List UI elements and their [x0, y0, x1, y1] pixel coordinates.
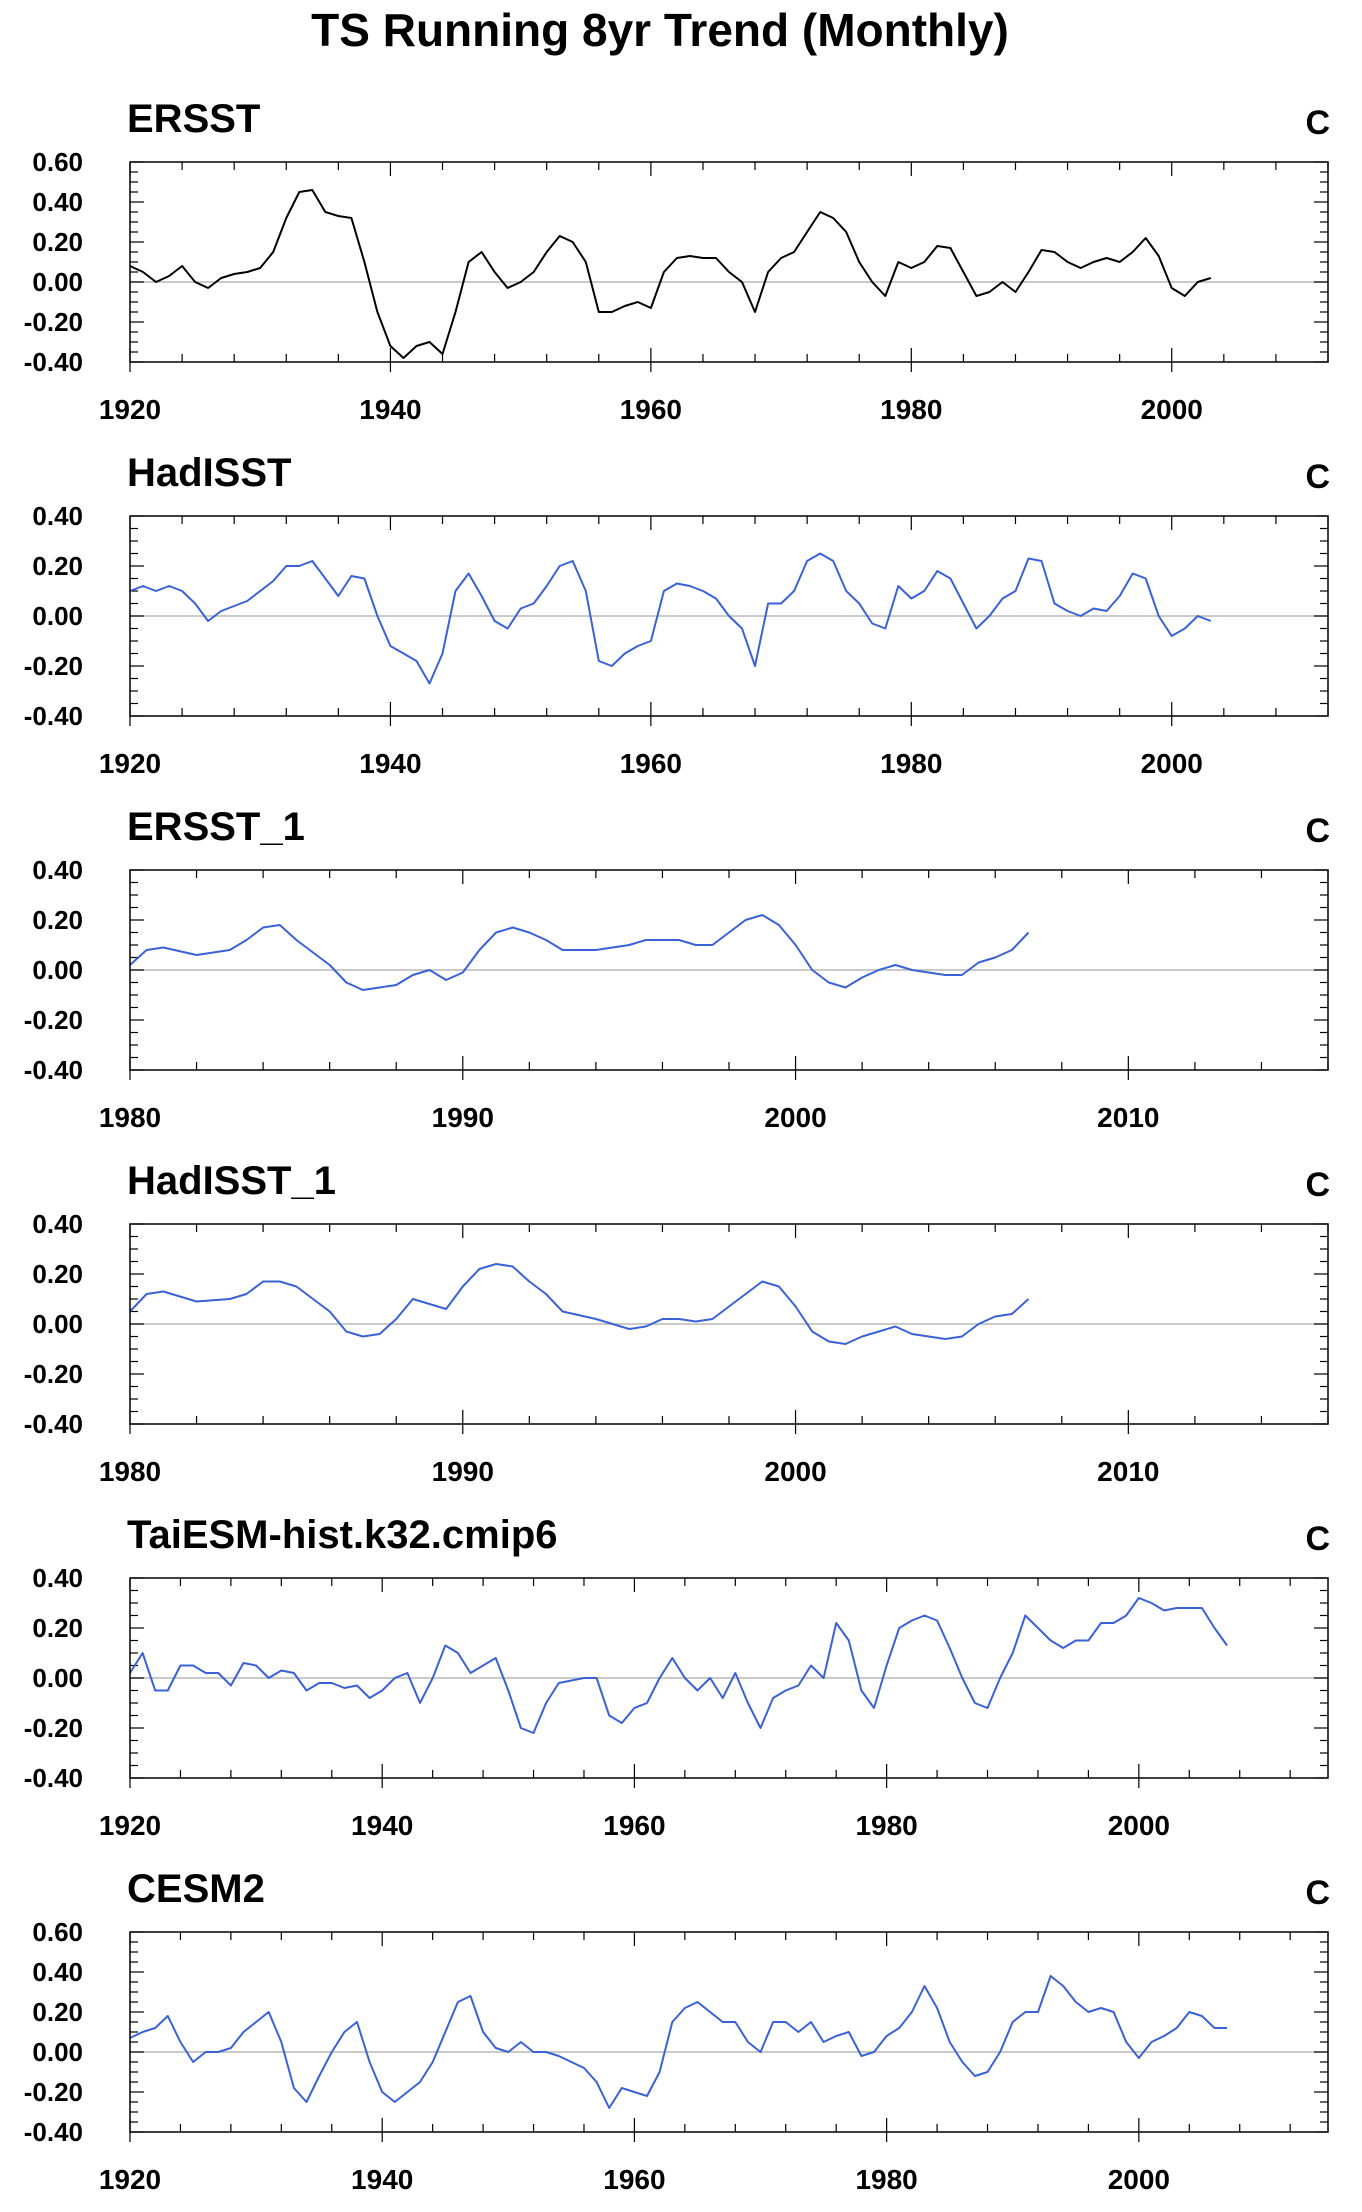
series-line: [129, 552, 1212, 685]
y-tick-label: 0.00: [32, 1663, 83, 1693]
y-tick-label: 0.20: [32, 1259, 83, 1289]
panel-5: CESM2 C -0.40 -0.20 0.00 0.20 0.40 0.60 1920 1940…: [24, 1867, 1330, 2195]
y-tick-label: -0.20: [24, 2077, 83, 2107]
unit-label: C: [1305, 1166, 1330, 1204]
series-line: [129, 1263, 1030, 1345]
y-tick-label: -0.20: [24, 651, 83, 681]
x-tick-label: 2000: [1141, 394, 1203, 425]
series-line: [129, 1597, 1228, 1734]
y-tick-label: 0.60: [32, 1917, 83, 1947]
y-tick-label: 0.20: [32, 1613, 83, 1643]
x-tick-label: 1920: [99, 1810, 161, 1841]
y-tick-label: 0.40: [32, 187, 83, 217]
x-tick-label: 2010: [1097, 1102, 1159, 1133]
panel-2: ERSST_1 C -0.40 -0.20 0.00 0.20 0.40 1980 1990 20…: [24, 805, 1330, 1133]
y-tick-label: -0.40: [24, 347, 83, 377]
plot-frame: [129, 1931, 1329, 2133]
x-tick-label: 1980: [855, 2164, 917, 2195]
panel-0: ERSST C -0.40 -0.20 0.00 0.20 0.40 0.60 1920 1940…: [24, 97, 1330, 425]
y-tick-label: 0.20: [32, 227, 83, 257]
y-tick-label: 0.40: [32, 1563, 83, 1593]
plot-frame: [129, 869, 1329, 1071]
x-tick-label: 2000: [1108, 2164, 1170, 2195]
x-tick-label: 1920: [99, 394, 161, 425]
panel-4: TaiESM-hist.k32.cmip6 C -0.40 -0.20 0.00 0.20…: [24, 1513, 1330, 1841]
y-tick-label: 0.00: [32, 955, 83, 985]
x-tick-label: 1940: [359, 748, 421, 779]
x-tick-label: 1940: [351, 2164, 413, 2195]
panel-title: ERSST: [127, 97, 260, 141]
y-tick-label: -0.20: [24, 1005, 83, 1035]
y-tick-label: 0.20: [32, 905, 83, 935]
panel-title: CESM2: [127, 1867, 265, 1911]
y-tick-label: 0.00: [32, 267, 83, 297]
plot-frame: [129, 1577, 1329, 1779]
x-tick-label: 1960: [620, 748, 682, 779]
x-tick-label: 1920: [99, 748, 161, 779]
y-tick-label: 0.40: [32, 501, 83, 531]
figure-title: TS Running 8yr Trend (Monthly): [311, 4, 1009, 56]
y-tick-label: 0.60: [32, 147, 83, 177]
y-tick-label: 0.20: [32, 551, 83, 581]
plot-frame: [129, 1223, 1329, 1425]
unit-label: C: [1305, 458, 1330, 496]
x-tick-label: 1980: [880, 394, 942, 425]
y-tick-label: -0.20: [24, 1359, 83, 1389]
unit-label: C: [1305, 104, 1330, 142]
y-tick-label: -0.40: [24, 1763, 83, 1793]
x-tick-label: 2000: [1141, 748, 1203, 779]
plot-frame: [129, 161, 1329, 363]
x-tick-label: 1980: [880, 748, 942, 779]
y-tick-label: -0.40: [24, 2117, 83, 2147]
x-tick-label: 1960: [603, 2164, 665, 2195]
y-tick-label: 0.40: [32, 855, 83, 885]
x-tick-label: 1990: [432, 1456, 494, 1487]
x-tick-label: 1960: [603, 1810, 665, 1841]
panel-title: TaiESM-hist.k32.cmip6: [127, 1513, 558, 1557]
y-tick-label: 0.00: [32, 601, 83, 631]
x-tick-label: 2000: [1108, 1810, 1170, 1841]
unit-label: C: [1305, 1520, 1330, 1558]
x-tick-label: 2000: [764, 1102, 826, 1133]
x-tick-label: 1980: [99, 1456, 161, 1487]
x-tick-label: 1920: [99, 2164, 161, 2195]
x-tick-label: 2010: [1097, 1456, 1159, 1487]
x-tick-label: 1960: [620, 394, 682, 425]
y-tick-label: 0.20: [32, 1997, 83, 2027]
x-tick-label: 1980: [855, 1810, 917, 1841]
series-line: [129, 189, 1212, 359]
y-tick-label: -0.20: [24, 1713, 83, 1743]
plot-frame: [129, 515, 1329, 717]
y-tick-label: 0.00: [32, 1309, 83, 1339]
panel-3: HadISST_1 C -0.40 -0.20 0.00 0.20 0.40 1980 1990…: [24, 1159, 1330, 1487]
unit-label: C: [1305, 812, 1330, 850]
panel-title: HadISST: [127, 451, 291, 495]
y-tick-label: 0.00: [32, 2037, 83, 2067]
series-line: [129, 1975, 1228, 2109]
x-tick-label: 1940: [359, 394, 421, 425]
y-tick-label: -0.20: [24, 307, 83, 337]
y-tick-label: 0.40: [32, 1957, 83, 1987]
x-tick-label: 2000: [764, 1456, 826, 1487]
panel-title: HadISST_1: [127, 1159, 336, 1203]
y-tick-label: -0.40: [24, 1409, 83, 1439]
series-line: [129, 914, 1030, 991]
y-tick-label: 0.40: [32, 1209, 83, 1239]
y-tick-label: -0.40: [24, 701, 83, 731]
x-tick-label: 1980: [99, 1102, 161, 1133]
panel-1: HadISST C -0.40 -0.20 0.00 0.20 0.40 1920 1940 19…: [24, 451, 1330, 779]
x-tick-label: 1940: [351, 1810, 413, 1841]
panel-title: ERSST_1: [127, 805, 305, 849]
x-tick-label: 1990: [432, 1102, 494, 1133]
y-tick-label: -0.40: [24, 1055, 83, 1085]
unit-label: C: [1305, 1874, 1330, 1912]
